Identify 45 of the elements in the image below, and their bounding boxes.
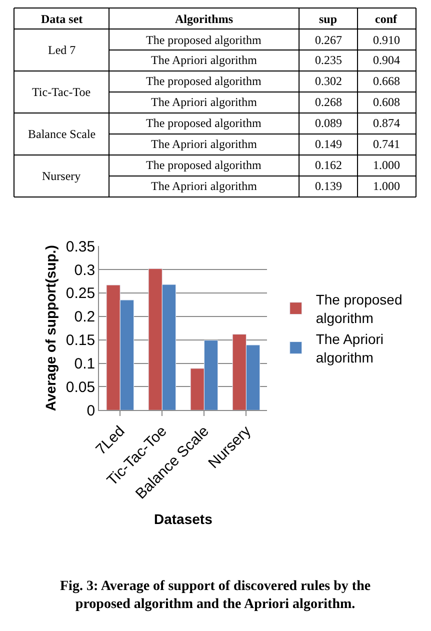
text: 0.668 xyxy=(373,74,400,88)
text: 0.162 xyxy=(315,158,342,172)
legend-label: The proposed algorithm xyxy=(316,292,402,326)
y-tick-label: 0.35 xyxy=(66,238,96,256)
y-axis-title: Average of support(sup.) xyxy=(42,245,59,412)
x-axis-title: Datasets xyxy=(154,510,213,527)
text: The Apriori algorithm xyxy=(151,53,257,67)
text: 0.139 xyxy=(315,179,342,193)
text: 0.268 xyxy=(315,95,342,109)
category-label: sup xyxy=(319,12,338,26)
text: The Apriori algorithm xyxy=(151,179,257,193)
legend-label: The Apriori algorithm xyxy=(316,331,384,366)
y-tick-label: 0 xyxy=(86,402,96,420)
text: The proposed algorithm xyxy=(146,74,262,88)
y-tick-label: 0.15 xyxy=(66,332,96,350)
category-label: Nursery xyxy=(42,169,81,183)
text: 0.149 xyxy=(315,137,342,151)
text: 1.000 xyxy=(373,179,400,193)
text: The proposed algorithm xyxy=(146,158,262,172)
text: 0.302 xyxy=(315,74,342,88)
text: The proposed algorithm xyxy=(146,116,262,130)
text: The proposed algorithm xyxy=(146,33,262,47)
y-tick-label: 0.25 xyxy=(66,285,96,302)
category-label: Data set xyxy=(41,12,83,26)
y-tick-label: 0.2 xyxy=(74,308,96,326)
text: The Apriori algorithm xyxy=(151,95,257,109)
text: 0.267 xyxy=(315,33,342,47)
y-tick-label: 0.3 xyxy=(74,262,96,279)
category-label: conf xyxy=(375,12,398,26)
y-tick-label: 0.05 xyxy=(66,378,96,396)
text: 0.608 xyxy=(373,95,400,109)
text: 0.741 xyxy=(373,137,400,151)
text: Led 7 xyxy=(48,43,76,57)
category-label: Balance Scale xyxy=(28,127,96,141)
caption: Fig. 3: Average of support of discovered rules by the proposed algorithm and the Apriori algorithm. xyxy=(60,579,371,612)
text: 0.904 xyxy=(373,53,400,67)
text: The Apriori algorithm xyxy=(151,137,257,151)
text: 0.874 xyxy=(373,116,400,130)
text: 0.235 xyxy=(315,53,342,67)
category-label: Algorithms xyxy=(175,12,234,26)
text: 0.089 xyxy=(315,116,342,130)
text: 0.910 xyxy=(373,33,400,47)
text: 1.000 xyxy=(373,158,400,172)
category-label: Tic-Tac-Toe xyxy=(32,85,91,99)
y-tick-label: 0.1 xyxy=(74,356,96,373)
